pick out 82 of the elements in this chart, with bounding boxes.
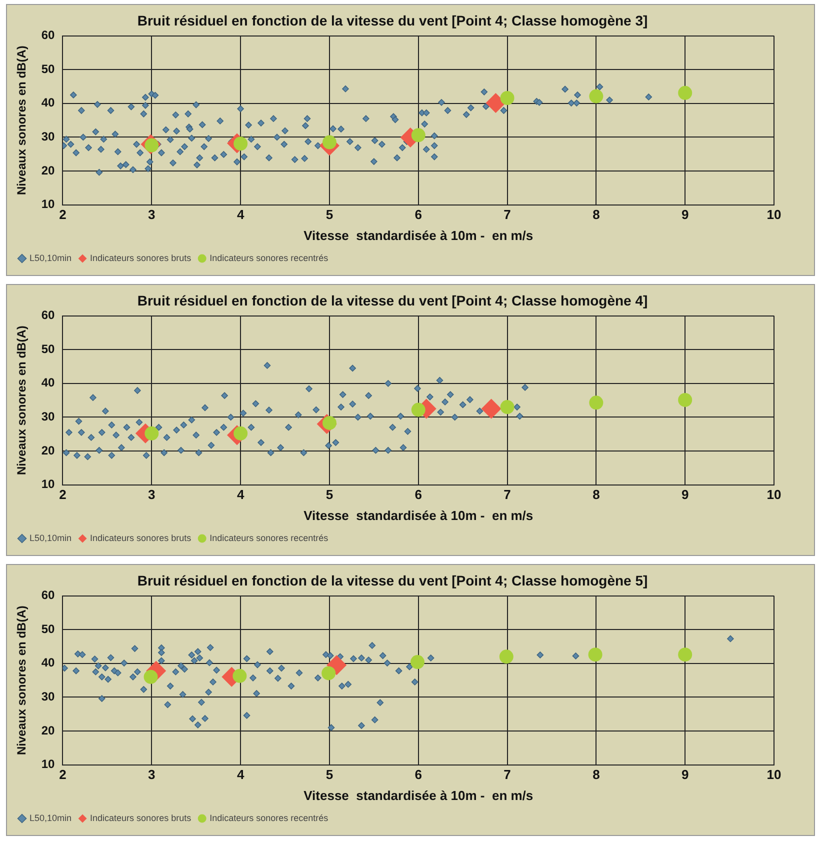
x-tick-label: 8	[592, 207, 600, 222]
point	[486, 93, 506, 114]
x-tick-label: 8	[592, 487, 600, 502]
x-axis-title: Vitesse standardisée à 10m - en m/s	[304, 228, 534, 243]
x-tick-label: 4	[236, 767, 245, 782]
x-tick-label: 2	[59, 767, 66, 782]
point	[588, 648, 602, 662]
x-tick-label: 6	[414, 207, 422, 222]
point	[411, 128, 426, 142]
y-tick-label: 50	[41, 342, 56, 356]
point	[411, 402, 426, 417]
point	[500, 400, 514, 414]
y-tick-label: 60	[41, 308, 56, 322]
x-tick-label: 9	[681, 207, 689, 222]
y-tick-label: 20	[41, 443, 56, 458]
x-tick-label: 8	[592, 767, 600, 782]
x-tick-label: 2	[59, 487, 66, 502]
x-tick-label: 3	[148, 207, 156, 222]
x-tick-label: 10	[766, 767, 782, 782]
point	[234, 136, 248, 151]
chart-title: Bruit résiduel en fonction de la vitesse du vent [Point 4; Classe homogène 3]	[137, 12, 648, 28]
y-tick-label: 60	[41, 588, 56, 602]
point	[499, 650, 514, 664]
y-tick-label: 50	[41, 622, 56, 636]
legend-label: Indicateurs sonores bruts	[90, 532, 192, 543]
point	[322, 666, 336, 680]
x-tick-label: 7	[504, 767, 511, 782]
y-tick-label: 50	[41, 62, 56, 76]
x-tick-label: 5	[326, 767, 334, 782]
y-tick-label: 40	[41, 656, 56, 670]
x-tick-label: 6	[414, 487, 422, 502]
legend-label: Indicateurs sonores recentrés	[210, 532, 329, 543]
x-tick-label: 5	[326, 207, 334, 222]
y-tick-label: 10	[41, 757, 56, 772]
x-tick-label: 7	[504, 207, 511, 222]
point	[232, 668, 247, 683]
y-tick-label: 30	[41, 410, 56, 424]
y-tick-label: 30	[41, 130, 56, 144]
x-tick-label: 7	[504, 487, 511, 502]
point	[589, 396, 604, 410]
y-axis-title: Niveaux sonores en dB(A)	[14, 606, 29, 755]
x-tick-label: 9	[681, 767, 689, 782]
point	[678, 648, 692, 662]
y-tick-label: 40	[41, 96, 56, 110]
legend-label: Indicateurs sonores recentrés	[210, 812, 329, 823]
y-tick-label: 30	[41, 690, 56, 704]
x-tick-label: 10	[766, 207, 782, 222]
y-tick-label: 20	[41, 163, 56, 178]
x-tick-label: 3	[148, 487, 156, 502]
point	[322, 135, 336, 150]
y-tick-label: 10	[41, 197, 56, 212]
point	[500, 90, 514, 105]
legend-label: L50,10min	[30, 812, 72, 823]
x-tick-label: 9	[681, 487, 689, 502]
x-tick-label: 2	[59, 207, 66, 222]
legend-label: L50,10min	[30, 252, 72, 263]
chart-title: Bruit résiduel en fonction de la vitesse du vent [Point 4; Classe homogène 5]	[137, 572, 648, 588]
x-tick-label: 10	[766, 487, 782, 502]
legend-label: L50,10min	[30, 532, 72, 543]
point	[410, 655, 424, 670]
point	[678, 392, 692, 407]
legend-label: Indicateurs sonores bruts	[90, 812, 192, 823]
y-axis-title: Niveaux sonores en dB(A)	[14, 46, 29, 195]
y-tick-label: 40	[41, 376, 56, 390]
point	[678, 86, 692, 100]
x-tick-label: 3	[148, 767, 156, 782]
point	[589, 89, 604, 104]
y-tick-label: 10	[41, 477, 56, 492]
y-tick-label: 60	[41, 28, 56, 42]
chart-title: Bruit résiduel en fonction de la vitesse du vent [Point 4; Classe homogène 4]	[137, 292, 648, 308]
point	[144, 426, 159, 440]
x-tick-label: 6	[414, 767, 422, 782]
x-tick-label: 4	[236, 487, 245, 502]
y-tick-label: 20	[41, 723, 56, 738]
x-axis-title: Vitesse standardisée à 10m - en m/s	[304, 508, 534, 523]
legend-label: Indicateurs sonores bruts	[90, 252, 192, 263]
y-axis-title: Niveaux sonores en dB(A)	[14, 326, 29, 475]
x-tick-label: 5	[326, 487, 334, 502]
point	[481, 398, 502, 419]
x-axis-title: Vitesse standardisée à 10m - en m/s	[304, 788, 534, 803]
legend-label: Indicateurs sonores recentrés	[210, 252, 329, 263]
x-tick-label: 4	[236, 207, 245, 222]
